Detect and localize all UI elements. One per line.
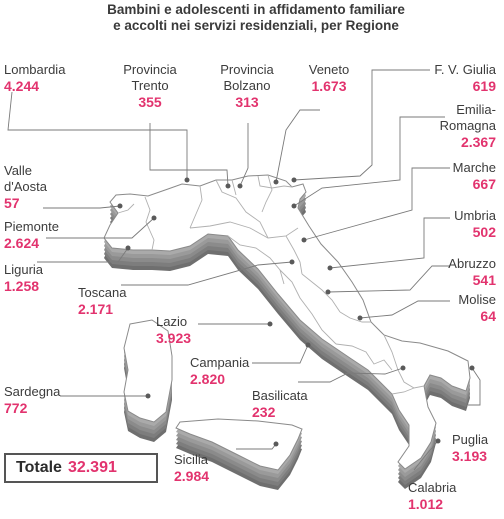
region-borders [117, 174, 425, 395]
label-piemonte: Piemonte 2.624 [4, 219, 59, 251]
region-name: Umbria [454, 208, 496, 223]
region-value: 3.923 [156, 330, 192, 346]
region-name: Sicilia [174, 452, 208, 467]
region-name: Abruzzo [448, 256, 496, 271]
region-name: Lazio [156, 314, 188, 329]
label-molise: Molise 64 [458, 292, 496, 324]
region-value: 667 [472, 176, 496, 192]
region-value: 355 [138, 94, 162, 110]
region-name: Sardegna [4, 384, 61, 399]
region-name: Basilicata [252, 388, 308, 403]
region-name: Puglia [452, 432, 489, 447]
region-name: Valle [4, 163, 32, 178]
label-basilicata: Basilicata 232 [252, 388, 308, 420]
region-name: Provincia [220, 62, 274, 77]
region-value: 1.012 [408, 496, 444, 512]
label-calabria: Calabria 1.012 [408, 480, 456, 512]
title-line-1: Bambini e adolescenti in affidamento fam… [107, 2, 405, 17]
region-value: 2.171 [78, 301, 114, 317]
leader-lines [7, 69, 481, 471]
region-name: Marche [452, 160, 496, 175]
region-name: Trento [131, 78, 169, 93]
label-sardegna: Sardegna 772 [4, 384, 60, 416]
region-value: 2.624 [4, 235, 40, 251]
region-value: 4.244 [4, 78, 40, 94]
region-name: Lombardia [4, 62, 66, 77]
label-veneto: Veneto 1.673 [302, 62, 356, 94]
label-lombardia: Lombardia 4.244 [4, 62, 65, 94]
label-campania: Campania 2.820 [190, 355, 249, 387]
label-puglia: Puglia 3.193 [452, 432, 488, 464]
region-name: Piemonte [4, 219, 59, 234]
region-name: Emilia- [456, 102, 496, 117]
total-value: 32.391 [67, 459, 117, 476]
total-box: Totale 32.391 [4, 453, 158, 483]
map-title: Bambini e adolescenti in affidamento fam… [96, 2, 416, 34]
label-fvg: F. V. Giulia 619 [434, 62, 496, 94]
region-value: 541 [472, 272, 496, 288]
label-lazio: Lazio 3.923 [156, 314, 191, 346]
region-value: 772 [4, 400, 28, 416]
label-bolzano: Provincia Bolzano 313 [212, 62, 282, 110]
region-points [117, 177, 475, 447]
label-trento: Provincia Trento 355 [118, 62, 182, 110]
region-value: 1.258 [4, 278, 40, 294]
label-abruzzo: Abruzzo 541 [448, 256, 496, 288]
region-name: Molise [458, 292, 496, 307]
region-value: 2.820 [190, 371, 226, 387]
region-value: 619 [472, 78, 496, 94]
region-name: Toscana [78, 285, 127, 300]
region-value: 502 [472, 224, 496, 240]
label-valle-aosta: Valle d'Aosta 57 [4, 163, 47, 211]
title-line-2: e accolti nei servizi residenziali, per … [113, 18, 399, 33]
region-value: 3.193 [452, 448, 488, 464]
label-sicilia: Sicilia 2.984 [174, 452, 209, 484]
total-label: Totale [16, 459, 62, 476]
region-value: 2.367 [460, 134, 496, 150]
region-name: Veneto [308, 62, 350, 77]
region-value: 2.984 [174, 468, 210, 484]
label-liguria: Liguria 1.258 [4, 262, 43, 294]
region-value: 64 [480, 308, 496, 324]
label-toscana: Toscana 2.171 [78, 285, 126, 317]
region-name: F. V. Giulia [434, 62, 496, 77]
region-value: 313 [235, 94, 259, 110]
region-name: Bolzano [223, 78, 271, 93]
region-name: Romagna [439, 118, 496, 133]
label-emilia-romagna: Emilia- Romagna 2.367 [440, 102, 496, 150]
region-value: 1.673 [311, 78, 347, 94]
label-umbria: Umbria 502 [454, 208, 496, 240]
region-name: Calabria [408, 480, 457, 495]
region-value: 57 [4, 195, 20, 211]
label-marche: Marche 667 [453, 160, 496, 192]
region-name: d'Aosta [4, 179, 47, 194]
region-name: Campania [190, 355, 250, 370]
region-name: Provincia [123, 62, 177, 77]
region-value: 232 [252, 404, 276, 420]
region-name: Liguria [4, 262, 44, 277]
